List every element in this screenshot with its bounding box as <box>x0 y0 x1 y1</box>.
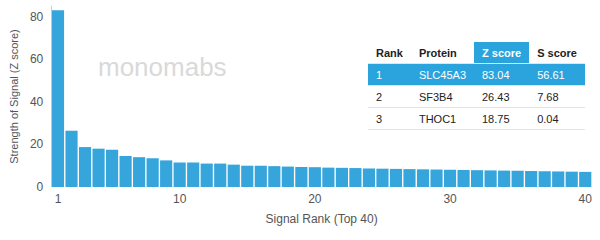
svg-text:10: 10 <box>173 192 187 206</box>
html-text:SF3B4: SF3B4 <box>418 90 453 103</box>
svg-text:20: 20 <box>308 192 322 206</box>
html-text:S score: S score <box>537 46 577 59</box>
html-text:83.04: 83.04 <box>482 68 510 81</box>
html-text:SLC45A3: SLC45A3 <box>418 68 466 81</box>
svg-text:20: 20 <box>30 137 44 151</box>
svg-text:1: 1 <box>55 192 62 206</box>
html-text:Protein: Protein <box>418 46 457 59</box>
html-text:1: 1 <box>376 68 383 81</box>
html-text:26.43: 26.43 <box>482 90 510 103</box>
html-text:Rank: Rank <box>376 46 403 59</box>
svg-text:30: 30 <box>443 192 457 206</box>
svg-text:60: 60 <box>30 52 44 66</box>
svg-text:40: 40 <box>30 95 44 109</box>
svg-text:80: 80 <box>30 10 44 24</box>
html-text:THOC1: THOC1 <box>418 112 457 125</box>
svg-text:0: 0 <box>37 180 44 194</box>
html-text:Z score: Z score <box>482 46 522 59</box>
html-text:0.04: 0.04 <box>537 112 559 125</box>
html-text:7.68: 7.68 <box>537 90 559 103</box>
svg-text:Strength of Signal (Z score): Strength of Signal (Z score) <box>8 29 20 164</box>
html-text:18.75: 18.75 <box>482 112 510 125</box>
html-text:3: 3 <box>376 112 383 125</box>
svg-text:40: 40 <box>579 192 593 206</box>
html-text:2: 2 <box>376 90 383 103</box>
html-text:56.61: 56.61 <box>537 68 565 81</box>
svg-text:Signal Rank (Top 40): Signal Rank (Top 40) <box>266 212 378 226</box>
svg-text:monomabs: monomabs <box>98 52 227 82</box>
